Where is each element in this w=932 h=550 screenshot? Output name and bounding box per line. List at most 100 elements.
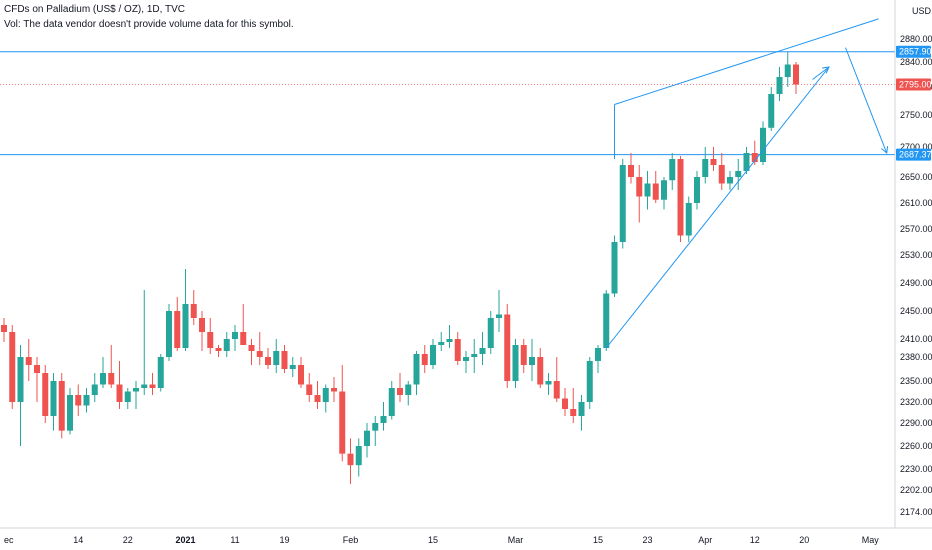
candle xyxy=(273,339,280,373)
candle-body xyxy=(91,384,98,395)
candle-body xyxy=(661,180,667,200)
y-tick-label: 2380.00 xyxy=(900,352,932,362)
y-tick-label: 2410.00 xyxy=(900,334,932,344)
x-tick-label: May xyxy=(862,535,880,545)
candle-body xyxy=(322,388,329,402)
y-tick-label: 2320.00 xyxy=(900,397,932,407)
candle-body xyxy=(471,354,478,357)
candle xyxy=(685,196,692,242)
candle-body xyxy=(595,348,601,361)
candle xyxy=(67,388,73,435)
candle-body xyxy=(232,332,238,339)
candles xyxy=(1,51,799,484)
y-tick-label: 2750.00 xyxy=(900,110,932,120)
x-tick-label: 11 xyxy=(230,535,239,545)
candle-body xyxy=(611,242,618,294)
volume-note: Vol: The data vendor doesn't provide vol… xyxy=(4,19,294,30)
candle-body xyxy=(190,304,197,318)
x-tick-label: 15 xyxy=(593,535,603,545)
candle xyxy=(42,365,49,423)
candle-body xyxy=(141,384,148,388)
candle xyxy=(446,325,453,348)
x-tick-label: 2021 xyxy=(175,535,195,545)
candle-body xyxy=(347,453,354,466)
candle xyxy=(421,345,428,373)
candle xyxy=(496,290,502,332)
x-tick-label: 19 xyxy=(279,535,289,545)
candle-body xyxy=(248,345,255,351)
x-tick-label: Feb xyxy=(343,535,359,545)
x-tick-label: 20 xyxy=(799,535,809,545)
candle-body xyxy=(619,165,626,242)
candle xyxy=(34,357,40,402)
candle-body xyxy=(496,314,502,318)
candle-body xyxy=(240,332,247,345)
candle xyxy=(661,177,667,210)
candle-body xyxy=(388,388,395,416)
x-tick-label: Apr xyxy=(698,535,712,545)
candle xyxy=(413,351,420,395)
candle-body xyxy=(100,373,106,385)
y-tick-label: 2570.00 xyxy=(900,224,932,234)
candle-body xyxy=(776,77,783,94)
candle-body xyxy=(364,430,370,446)
candle-body xyxy=(124,391,131,402)
candle xyxy=(240,304,247,345)
candle xyxy=(157,354,164,392)
candle xyxy=(677,156,684,242)
candle xyxy=(83,388,90,413)
candle-body xyxy=(751,153,758,162)
candle-body xyxy=(553,381,560,399)
candle xyxy=(215,345,222,357)
candle xyxy=(190,290,197,325)
candle xyxy=(100,357,106,388)
candle xyxy=(644,171,651,210)
candle xyxy=(289,357,296,377)
candle-body xyxy=(421,354,428,365)
candle-body xyxy=(446,339,453,342)
candle xyxy=(529,339,535,381)
candle xyxy=(768,87,775,131)
last-price-label: 2795.00 xyxy=(896,78,932,91)
candle xyxy=(603,290,610,351)
candle xyxy=(652,171,659,203)
candle-body xyxy=(710,159,717,165)
candle xyxy=(207,318,214,354)
candle-body xyxy=(174,311,181,348)
candle-body xyxy=(372,423,379,431)
candle-body xyxy=(289,365,296,369)
candle-body xyxy=(586,361,593,402)
candle-body xyxy=(75,395,82,406)
candle xyxy=(628,153,634,184)
candle-body xyxy=(727,177,733,184)
candle xyxy=(17,345,24,446)
candle xyxy=(265,348,271,369)
candle-body xyxy=(223,339,230,351)
y-tick-label: 2260.00 xyxy=(900,441,932,451)
candle xyxy=(702,147,709,184)
candle xyxy=(58,373,65,439)
currency-label: USD xyxy=(912,6,932,16)
x-tick-label: 12 xyxy=(750,535,760,545)
candle-body xyxy=(537,357,544,385)
x-tick-label: 23 xyxy=(642,535,652,545)
candle-body xyxy=(397,388,403,395)
trendline xyxy=(812,66,830,80)
y-tick-label: 2530.00 xyxy=(900,250,932,260)
candle-body xyxy=(504,314,511,381)
candle xyxy=(512,339,519,388)
candle-body xyxy=(743,153,750,171)
candle-body xyxy=(768,94,775,128)
candle xyxy=(232,325,238,351)
candle-body xyxy=(157,357,164,388)
candle-body xyxy=(133,388,139,392)
candle-body xyxy=(413,354,420,385)
candle-body xyxy=(42,373,49,416)
candle-body xyxy=(182,304,189,348)
candle xyxy=(116,361,123,409)
candle-body xyxy=(34,365,40,373)
candle xyxy=(91,373,98,402)
candle xyxy=(199,311,205,351)
candle xyxy=(619,159,626,249)
